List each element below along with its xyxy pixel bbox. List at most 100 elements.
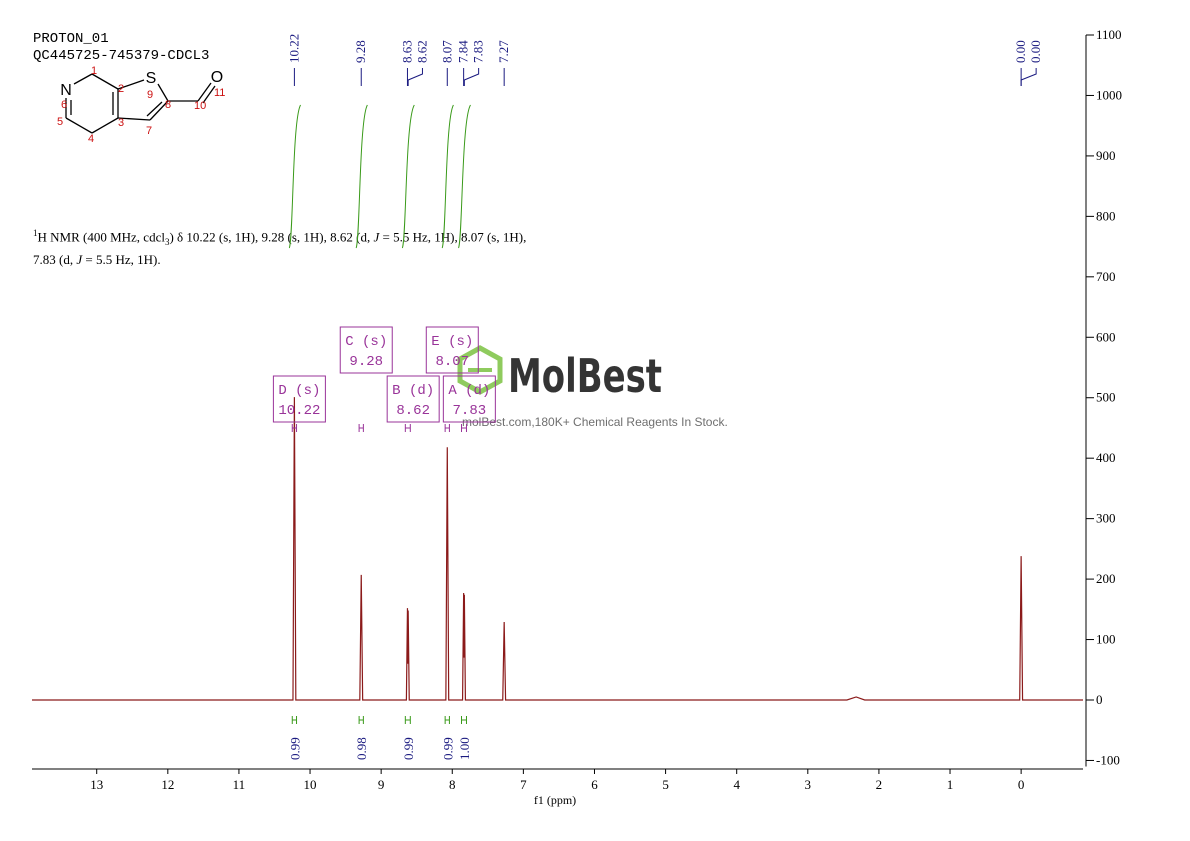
x-tick-label: 4 xyxy=(733,777,740,792)
integral-bracket xyxy=(444,716,450,724)
italic: J xyxy=(76,251,83,267)
multiplet-name: A (d) xyxy=(448,383,490,399)
x-tick-label: 9 xyxy=(378,777,385,792)
locant: 10 xyxy=(194,100,206,112)
bond xyxy=(91,73,119,90)
atom: S xyxy=(146,70,157,87)
y-tick-label: 1000 xyxy=(1096,87,1122,102)
locant: 9 xyxy=(147,89,153,101)
header-line: QC445725-745379-CDCL3 xyxy=(33,48,210,64)
y-tick-label: -100 xyxy=(1096,752,1120,767)
locant: 2 xyxy=(118,83,124,95)
multiplet-box xyxy=(272,375,326,423)
atom: N xyxy=(60,82,72,99)
bond xyxy=(117,117,151,121)
text: ) δ 10.22 (s, 1H), 9.28 (s, 1H), 8.62 (d… xyxy=(169,229,374,245)
locant: 11 xyxy=(214,87,225,99)
header-line: PROTON_01 xyxy=(33,31,109,47)
y-tick-label: 500 xyxy=(1096,390,1116,405)
bond xyxy=(146,101,163,117)
x-tick-label: 12 xyxy=(161,777,174,792)
multiplet-range xyxy=(291,424,298,432)
multiplet-range xyxy=(444,424,450,432)
nmr-description: 1H NMR (400 MHz, cdcl3) δ 10.22 (s, 1H),… xyxy=(33,224,633,269)
multiplet-shift: 7.83 xyxy=(453,403,487,419)
x-tick-label: 10 xyxy=(304,777,317,792)
locant: 1 xyxy=(91,65,97,77)
peak-label: 7.83 xyxy=(471,40,486,63)
multiplet-shift: 8.07 xyxy=(435,354,469,370)
locant: 3 xyxy=(118,117,124,129)
description-line: 1H NMR (400 MHz, cdcl3) δ 10.22 (s, 1H),… xyxy=(33,224,633,251)
y-tick-label: 700 xyxy=(1096,269,1116,284)
x-tick-label: 0 xyxy=(1018,777,1025,792)
x-tick-label: 6 xyxy=(591,777,598,792)
x-tick-label: 11 xyxy=(233,777,246,792)
x-tick-label: 13 xyxy=(90,777,103,792)
peak-label: 9.28 xyxy=(353,40,368,63)
y-tick-label: 200 xyxy=(1096,571,1116,586)
header: PROTON_01 QC445725-745379-CDCL3 xyxy=(33,31,209,65)
bond xyxy=(157,83,169,102)
integral-bracket xyxy=(404,716,411,724)
watermark-tagline: molBest.com,180K+ Chemical Reagents In S… xyxy=(462,415,728,429)
bond xyxy=(91,117,119,134)
text: = 5.5 Hz, 1H). xyxy=(82,251,161,267)
multiplet-box xyxy=(386,375,440,423)
structure-labels: N S O 1 2 3 4 5 6 7 8 9 10 11 xyxy=(57,65,225,145)
spectrum xyxy=(32,397,1083,701)
integral-label: 0.98 xyxy=(354,737,369,760)
x-tick-label: 3 xyxy=(805,777,812,792)
watermark: MolBest molBest.com,180K+ Chemical Reage… xyxy=(457,345,728,429)
bond xyxy=(202,85,216,104)
peak-label: 0.00 xyxy=(1013,40,1028,63)
integral-curve xyxy=(355,104,368,249)
x-tick-label: 5 xyxy=(662,777,669,792)
multiplet-range xyxy=(404,424,411,432)
x-tick-label: 2 xyxy=(876,777,883,792)
integral-label: 0.99 xyxy=(440,737,455,760)
text: H NMR (400 MHz, cdcl xyxy=(37,229,165,245)
logo xyxy=(457,345,503,395)
multiplet-range xyxy=(358,424,364,432)
structure xyxy=(65,73,216,134)
bond xyxy=(73,73,93,85)
description-line: 7.83 (d, J = 5.5 Hz, 1H). xyxy=(33,251,633,269)
y-tick-label: 600 xyxy=(1096,329,1116,344)
integral-label: 0.99 xyxy=(401,737,416,760)
x-tick-label: 7 xyxy=(520,777,527,792)
integral-curve xyxy=(458,104,471,249)
y-tick-label: 1100 xyxy=(1096,27,1122,42)
integral-bracket xyxy=(358,716,364,724)
y-tick-label: 100 xyxy=(1096,632,1116,647)
peak-label: 10.22 xyxy=(286,34,301,63)
bond xyxy=(117,79,145,90)
peak-connector xyxy=(407,68,423,86)
x-tick-label: 8 xyxy=(449,777,456,792)
y-tick-label: 0 xyxy=(1096,692,1103,707)
peak-label: 8.63 xyxy=(399,40,414,63)
italic: J xyxy=(373,229,380,245)
multiplet-name: B (d) xyxy=(392,383,434,399)
bond xyxy=(65,117,93,134)
peak-label: 7.27 xyxy=(496,40,511,63)
y-tick-label: 900 xyxy=(1096,148,1116,163)
multiplet-shift: 9.28 xyxy=(349,354,383,370)
locant: 8 xyxy=(165,99,171,111)
locant: 5 xyxy=(57,116,63,128)
atom: O xyxy=(211,69,223,86)
peak-label: 8.62 xyxy=(414,40,429,63)
peak-label: 0.00 xyxy=(1028,40,1043,63)
bond xyxy=(197,82,212,102)
locant: 4 xyxy=(88,133,94,145)
peak-connector xyxy=(463,68,480,86)
peak-connector xyxy=(1020,68,1037,86)
peak-label: 7.84 xyxy=(456,40,471,63)
peak-label: 8.07 xyxy=(439,40,454,63)
y-tick-label: 300 xyxy=(1096,511,1116,526)
integral-bracket xyxy=(291,716,298,724)
y-tick-label: 400 xyxy=(1096,450,1116,465)
multiplet-box xyxy=(442,375,496,423)
locant: 6 xyxy=(61,99,67,111)
